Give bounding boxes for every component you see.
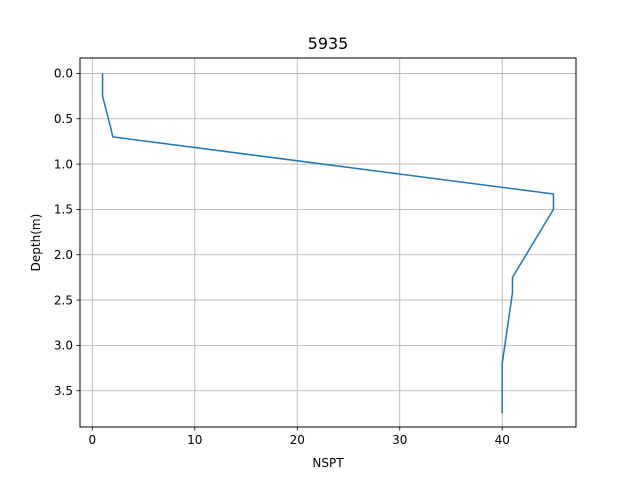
y-tick-label: 1.5 (54, 203, 73, 217)
ticks: 0 10 20 30 40 0.0 0.5 1.0 1.5 2.0 2.5 3.0 3.5 (54, 67, 510, 447)
y-tick-label: 2.0 (54, 248, 73, 262)
x-tick-label: 10 (187, 433, 202, 447)
series-line-0 (101, 73, 555, 414)
y-tick-label: 1.0 (54, 157, 73, 171)
y-tick-label: 0.0 (54, 67, 73, 81)
x-tick-label: 40 (495, 433, 510, 447)
y-axis-label: Depth(m) (29, 214, 43, 272)
y-tick-label: 0.5 (54, 112, 73, 126)
plot-area (80, 58, 576, 427)
x-tick-label: 0 (88, 433, 96, 447)
axes-frame (79, 57, 577, 428)
x-axis-label: NSPT (312, 456, 344, 470)
y-tick-label: 2.5 (54, 293, 73, 307)
chart-title: 5935 (308, 34, 349, 53)
x-tick-label: 20 (290, 433, 305, 447)
y-tick-label: 3.5 (54, 384, 73, 398)
series-layer (101, 73, 555, 414)
y-tick-label: 3.0 (54, 339, 73, 353)
x-tick-label: 30 (392, 433, 407, 447)
